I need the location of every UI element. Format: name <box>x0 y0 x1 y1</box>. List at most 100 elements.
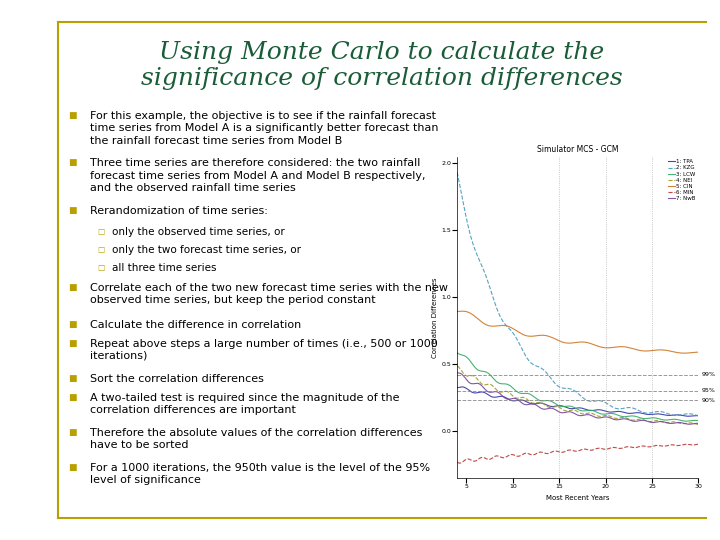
7: NwB: (30, 0.0573): NwB: (30, 0.0573) <box>694 420 703 427</box>
1: TPA: (4.52, 0.33): TPA: (4.52, 0.33) <box>458 383 467 390</box>
2: KZG: (4.09, 1.9): KZG: (4.09, 1.9) <box>454 173 462 179</box>
Text: 90%: 90% <box>701 398 715 403</box>
5: CIN: (27.7, 0.587): CIN: (27.7, 0.587) <box>672 349 681 356</box>
Text: only the two forecast time series, or: only the two forecast time series, or <box>112 245 301 255</box>
3: LCW: (27.6, 0.0875): LCW: (27.6, 0.0875) <box>672 416 680 423</box>
5: CIN: (4, 0.893): CIN: (4, 0.893) <box>453 308 462 315</box>
7: NwB: (19.5, 0.0993): NwB: (19.5, 0.0993) <box>596 415 605 421</box>
6: MIN: (30, -0.0971): MIN: (30, -0.0971) <box>694 441 703 447</box>
5: CIN: (19.5, 0.628): CIN: (19.5, 0.628) <box>596 344 605 350</box>
Text: ■: ■ <box>68 206 77 215</box>
1: TPA: (30, 0.114): TPA: (30, 0.114) <box>694 413 703 419</box>
Text: □: □ <box>97 263 104 272</box>
5: CIN: (4.52, 0.895): CIN: (4.52, 0.895) <box>458 308 467 314</box>
3: LCW: (25.9, 0.088): LCW: (25.9, 0.088) <box>656 416 665 422</box>
4: NEI: (25.9, 0.0725): NEI: (25.9, 0.0725) <box>656 418 665 424</box>
3: LCW: (30, 0.0776): LCW: (30, 0.0776) <box>694 417 703 424</box>
6: MIN: (27.7, -0.107): MIN: (27.7, -0.107) <box>672 442 681 449</box>
2: KZG: (19.5, 0.225): KZG: (19.5, 0.225) <box>596 397 605 404</box>
Text: Three time series are therefore considered: the two rainfall
forecast time serie: Three time series are therefore consider… <box>90 158 426 193</box>
Text: 99%: 99% <box>701 372 715 377</box>
Text: ■: ■ <box>68 393 77 402</box>
7: NwB: (4, 0.434): NwB: (4, 0.434) <box>453 370 462 376</box>
1: TPA: (20, 0.148): TPA: (20, 0.148) <box>601 408 610 415</box>
1: TPA: (4.09, 0.325): TPA: (4.09, 0.325) <box>454 384 462 391</box>
Y-axis label: Correlation Differences: Correlation Differences <box>432 277 438 357</box>
2: KZG: (25.9, 0.146): KZG: (25.9, 0.146) <box>656 408 665 415</box>
Title: Simulator MCS - GCM: Simulator MCS - GCM <box>537 145 618 154</box>
5: CIN: (30, 0.589): CIN: (30, 0.589) <box>694 349 703 355</box>
4: NEI: (19.5, 0.11): NEI: (19.5, 0.11) <box>596 413 605 420</box>
Text: Correlate each of the two new forecast time series with the new
observed time se: Correlate each of the two new forecast t… <box>90 283 448 305</box>
2: KZG: (27.6, 0.116): KZG: (27.6, 0.116) <box>672 412 680 418</box>
Text: Sort the correlation differences: Sort the correlation differences <box>90 374 264 384</box>
X-axis label: Most Recent Years: Most Recent Years <box>546 495 610 501</box>
Text: □: □ <box>97 227 104 237</box>
Text: For this example, the objective is to see if the rainfall forecast
time series f: For this example, the objective is to se… <box>90 111 438 145</box>
5: CIN: (20, 0.622): CIN: (20, 0.622) <box>601 345 610 351</box>
6: MIN: (26, -0.111): MIN: (26, -0.111) <box>657 443 665 449</box>
3: LCW: (28.7, 0.0738): LCW: (28.7, 0.0738) <box>682 418 690 424</box>
1: TPA: (26, 0.125): TPA: (26, 0.125) <box>657 411 665 417</box>
7: NwB: (19.6, 0.101): NwB: (19.6, 0.101) <box>598 414 606 421</box>
4: NEI: (4.09, 0.482): NEI: (4.09, 0.482) <box>454 363 462 370</box>
6: MIN: (4.26, -0.239): MIN: (4.26, -0.239) <box>455 460 464 467</box>
7: NwB: (20, 0.106): NwB: (20, 0.106) <box>601 414 610 420</box>
7: NwB: (4.09, 0.434): NwB: (4.09, 0.434) <box>454 370 462 376</box>
Text: Rerandomization of time series:: Rerandomization of time series: <box>90 206 268 216</box>
Text: only the observed time series, or: only the observed time series, or <box>112 227 284 238</box>
1: TPA: (19.5, 0.158): TPA: (19.5, 0.158) <box>596 407 605 413</box>
3: LCW: (19.4, 0.131): LCW: (19.4, 0.131) <box>595 410 604 417</box>
1: TPA: (4, 0.323): TPA: (4, 0.323) <box>453 384 462 391</box>
Line: 5: CIN: 5: CIN <box>457 311 698 353</box>
5: CIN: (19.6, 0.626): CIN: (19.6, 0.626) <box>598 344 606 350</box>
3: LCW: (4.09, 0.58): LCW: (4.09, 0.58) <box>454 350 462 357</box>
1: TPA: (28.9, 0.111): TPA: (28.9, 0.111) <box>683 413 692 420</box>
4: NEI: (4, 0.486): NEI: (4, 0.486) <box>453 363 462 369</box>
Text: significance of correlation differences: significance of correlation differences <box>140 68 623 91</box>
Text: ■: ■ <box>68 111 77 120</box>
Text: Therefore the absolute values of the correlation differences
have to be sorted: Therefore the absolute values of the cor… <box>90 428 423 450</box>
7: NwB: (26, 0.071): NwB: (26, 0.071) <box>657 418 665 425</box>
Line: 2: KZG: 2: KZG <box>457 172 698 416</box>
Text: For a 1000 iterations, the 950th value is the level of the 95%
level of signific: For a 1000 iterations, the 950th value i… <box>90 463 430 485</box>
Line: 1: TPA: 1: TPA <box>457 387 698 416</box>
Text: all three time series: all three time series <box>112 263 216 273</box>
2: KZG: (4, 1.93): KZG: (4, 1.93) <box>453 169 462 176</box>
6: MIN: (20, -0.136): MIN: (20, -0.136) <box>601 446 610 453</box>
7: NwB: (4.17, 0.434): NwB: (4.17, 0.434) <box>454 370 463 376</box>
6: MIN: (4.09, -0.237): MIN: (4.09, -0.237) <box>454 460 462 466</box>
4: NEI: (19.4, 0.109): NEI: (19.4, 0.109) <box>595 413 604 420</box>
Text: ■: ■ <box>68 339 77 348</box>
Line: 3: LCW: 3: LCW <box>457 353 698 421</box>
4: NEI: (30, 0.0491): NEI: (30, 0.0491) <box>694 421 703 428</box>
Text: ■: ■ <box>68 158 77 167</box>
Text: ■: ■ <box>68 374 77 383</box>
1: TPA: (27.7, 0.121): TPA: (27.7, 0.121) <box>672 411 681 418</box>
6: MIN: (4, -0.234): MIN: (4, -0.234) <box>453 459 462 465</box>
Text: 95%: 95% <box>701 388 715 393</box>
5: CIN: (28.4, 0.582): CIN: (28.4, 0.582) <box>680 350 688 356</box>
Line: 6: MIN: 6: MIN <box>457 444 698 463</box>
Text: A two-tailed test is required since the magnitude of the
correlation differences: A two-tailed test is required since the … <box>90 393 400 415</box>
3: LCW: (4, 0.584): LCW: (4, 0.584) <box>453 349 462 356</box>
Text: □: □ <box>97 245 104 254</box>
Text: ■: ■ <box>68 283 77 292</box>
Text: ■: ■ <box>68 428 77 437</box>
1: TPA: (19.6, 0.157): TPA: (19.6, 0.157) <box>598 407 606 413</box>
6: MIN: (19.6, -0.131): MIN: (19.6, -0.131) <box>598 446 606 452</box>
6: MIN: (19.5, -0.13): MIN: (19.5, -0.13) <box>596 445 605 451</box>
4: NEI: (19.9, 0.116): NEI: (19.9, 0.116) <box>600 413 609 419</box>
7: NwB: (29, 0.0509): NwB: (29, 0.0509) <box>685 421 694 428</box>
2: KZG: (19.4, 0.226): KZG: (19.4, 0.226) <box>595 397 604 404</box>
5: CIN: (4.09, 0.894): CIN: (4.09, 0.894) <box>454 308 462 315</box>
Line: 4: NEI: 4: NEI <box>457 366 698 424</box>
7: NwB: (27.7, 0.0622): NwB: (27.7, 0.0622) <box>672 420 681 426</box>
Legend: 1: TPA, 2: KZG, 3: LCW, 4: NEI, 5: CIN, 6: MIN, 7: NwB: 1: TPA, 2: KZG, 3: LCW, 4: NEI, 5: CIN, … <box>668 159 696 201</box>
2: KZG: (19.9, 0.215): KZG: (19.9, 0.215) <box>600 399 609 406</box>
Text: Repeat above steps a large number of times (i.e., 500 or 1000
iterations): Repeat above steps a large number of tim… <box>90 339 438 361</box>
2: KZG: (30, 0.114): KZG: (30, 0.114) <box>694 413 703 419</box>
3: LCW: (19.9, 0.126): LCW: (19.9, 0.126) <box>600 411 609 417</box>
3: LCW: (19.5, 0.129): LCW: (19.5, 0.129) <box>596 410 605 417</box>
Line: 7: NwB: 7: NwB <box>457 373 698 424</box>
